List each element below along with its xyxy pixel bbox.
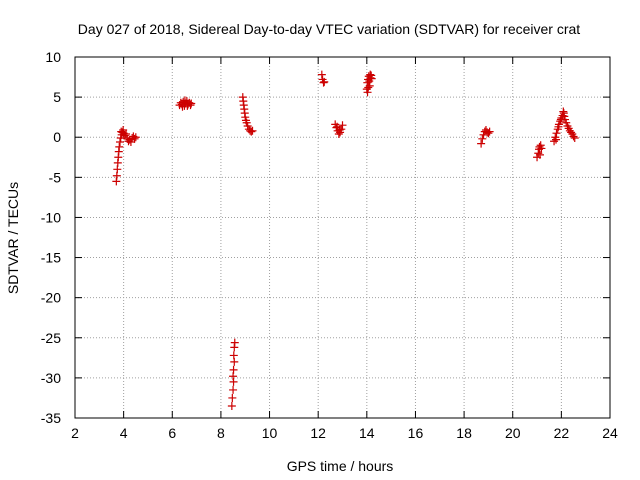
plot-frame [74,56,611,419]
data-point [554,122,563,131]
y-tick-label: -15 [41,250,61,266]
data-point [229,351,238,360]
data-point [364,83,373,92]
data-point [335,126,344,135]
data-point [338,121,347,130]
data-point [567,128,576,137]
data-point [178,102,187,111]
y-axis-title: SDTVAR / TECUs [5,182,21,294]
data-point [363,88,372,97]
data-point [320,77,329,86]
y-tick-label: -30 [41,370,61,386]
x-tick-label: 4 [120,425,128,441]
data-point [131,133,140,142]
y-tick-label: -25 [41,330,61,346]
data-point [115,142,124,151]
y-tick-label: -35 [41,410,61,426]
x-tick-label: 6 [168,425,176,441]
y-tick-labels: 10 5 0 -5 -10 -15 -20 -25 -30 -35 [41,49,61,426]
data-point [556,115,565,124]
data-point [484,129,493,138]
data-point [130,134,139,143]
data-point [317,70,326,79]
chart-title: Day 027 of 2018, Sidereal Day-to-day VTE… [78,21,580,37]
y-tick-label: 0 [53,129,61,145]
x-tick-labels: 2 4 6 8 10 12 14 16 18 20 22 24 [71,425,618,441]
y-tick-label: 5 [53,89,61,105]
data-point [334,130,343,139]
data-point [117,127,126,136]
data-point [478,134,487,143]
x-tick-label: 8 [217,425,225,441]
y-tick-label: -20 [41,290,61,306]
data-point [228,393,237,402]
data-point [559,107,568,116]
data-point [115,138,124,147]
y-tick-label: -5 [49,169,62,185]
data-point [570,134,579,143]
x-tick-label: 12 [310,425,326,441]
data-point [180,96,189,105]
x-tick-label: 2 [71,425,79,441]
data-point [337,125,346,134]
data-point [227,401,236,410]
x-tick-label: 24 [602,425,618,441]
data-point [535,142,544,151]
data-point [535,150,544,159]
data-point [365,81,374,90]
data-point [229,365,238,374]
data-point [537,144,546,153]
data-point [367,74,376,83]
grid [75,57,610,418]
x-tick-label: 10 [262,425,278,441]
data-point [534,149,543,158]
data-point [122,130,131,139]
data-point [229,385,238,394]
y-tick-label: -10 [41,209,61,225]
data-point [477,139,486,148]
axis-ticks [74,56,611,419]
data-point [552,135,561,144]
data-point [230,338,239,347]
data-point [248,126,257,135]
data-point [183,101,192,110]
data-point [485,127,494,136]
y-tick-label: 10 [45,49,61,65]
x-axis-title: GPS time / hours [287,458,394,474]
data-point [247,127,256,136]
data-points [112,70,579,410]
x-tick-label: 22 [554,425,570,441]
data-point [319,78,328,87]
data-point [569,132,578,141]
data-point [550,137,559,146]
x-tick-label: 18 [456,425,472,441]
x-tick-label: 20 [505,425,521,441]
data-point [366,70,375,79]
x-tick-label: 14 [359,425,375,441]
x-tick-label: 16 [408,425,424,441]
